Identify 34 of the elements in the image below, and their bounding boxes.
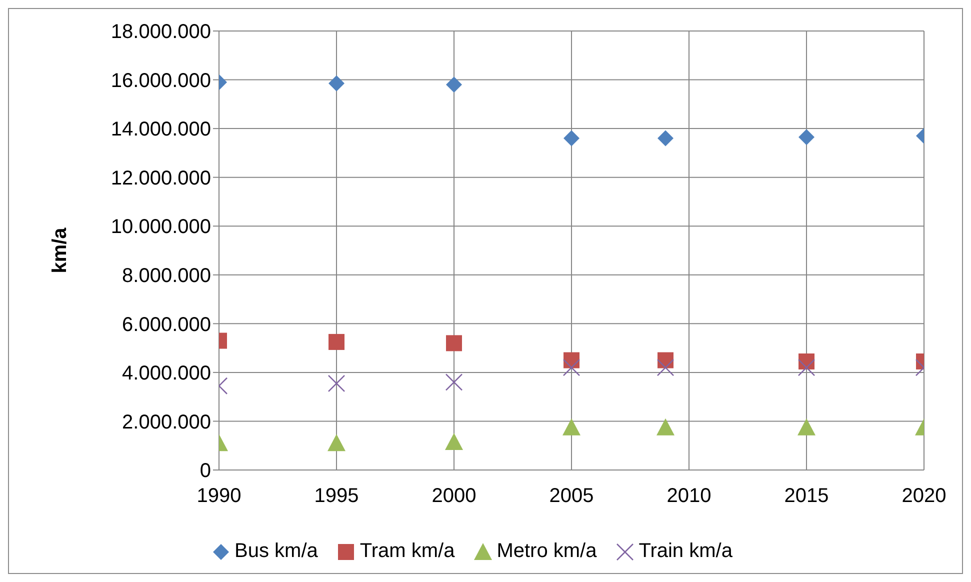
x-tick-label: 2000 xyxy=(432,485,476,508)
x-tick-label: 2010 xyxy=(666,485,712,508)
y-tick-label: 14.000.000 xyxy=(110,118,211,141)
point xyxy=(446,335,462,352)
point xyxy=(562,358,580,376)
point xyxy=(656,418,674,436)
point xyxy=(564,352,580,368)
x-tick-label: 1995 xyxy=(314,485,359,508)
y-tick-label: 12.000.000 xyxy=(110,167,211,190)
y-tick-label: 18.000.000 xyxy=(110,21,211,44)
point xyxy=(562,418,580,436)
point xyxy=(658,130,674,146)
y-tick-label: 6.000.000 xyxy=(122,314,211,336)
y-tick-label: 8.000.000 xyxy=(122,264,211,287)
y-tick-label: 10.000.000 xyxy=(110,216,211,238)
legend-label: Tram km/a xyxy=(358,540,455,563)
legend-label: Train km/a xyxy=(638,540,732,563)
x-tick-label: 2015 xyxy=(784,485,829,508)
y-axis-title: km/a xyxy=(49,226,72,274)
x-tick-label: 2020 xyxy=(902,485,946,508)
point xyxy=(446,76,462,93)
y-tick-label: 4.000.000 xyxy=(122,362,211,385)
y-tick-label: 2.000.000 xyxy=(122,411,211,434)
x-tick-label: 1990 xyxy=(196,485,242,508)
y-tick-label: 16.000.000 xyxy=(110,70,211,92)
y-tick-label: 0 xyxy=(200,460,211,482)
legend-label: Bus km/a xyxy=(234,540,318,563)
point xyxy=(445,374,463,391)
point xyxy=(564,130,580,146)
point xyxy=(658,352,674,368)
point xyxy=(656,358,674,376)
x-tick-label: 2005 xyxy=(549,485,594,508)
point xyxy=(445,432,463,450)
legend-label: Metro km/a xyxy=(496,540,597,563)
